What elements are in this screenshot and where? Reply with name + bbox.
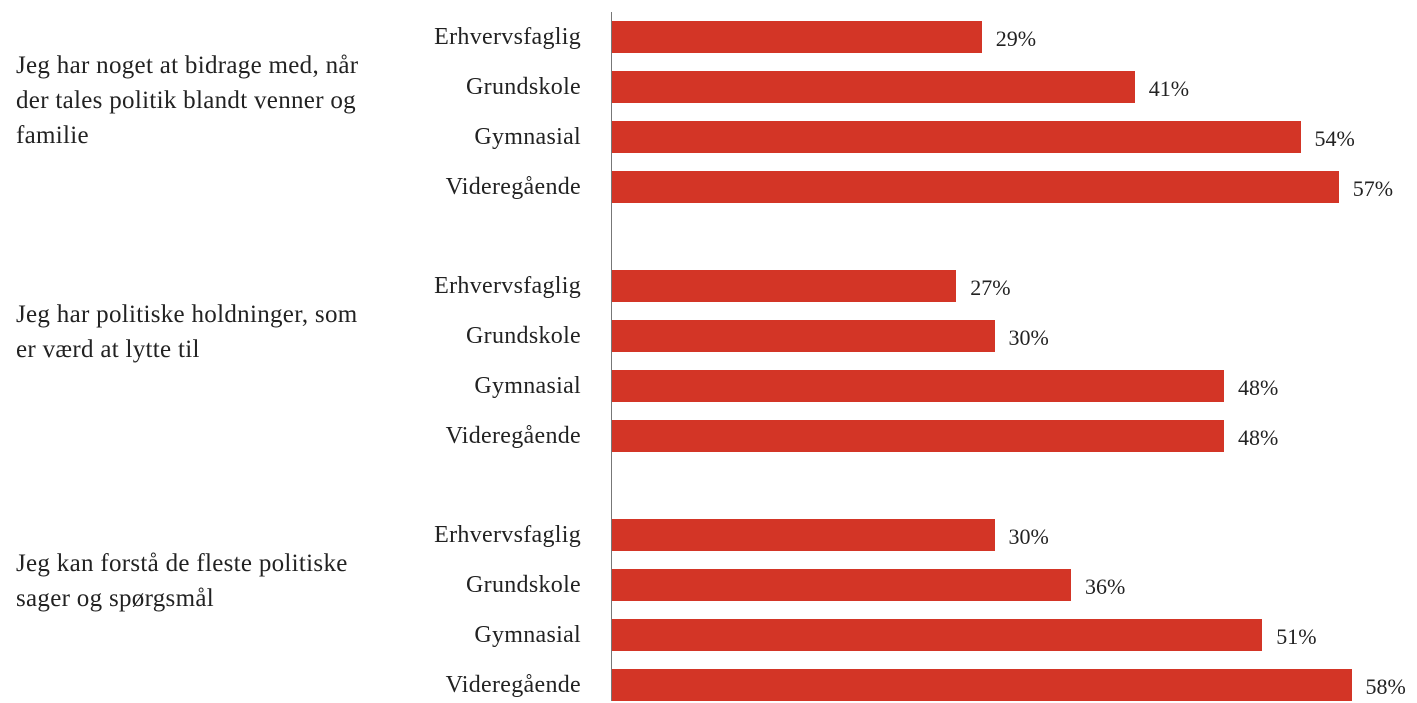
category-label: Gymnasial: [474, 622, 581, 648]
bar: [612, 270, 957, 302]
category-label: Videregående: [445, 672, 581, 698]
category-label: Grundskole: [466, 572, 581, 598]
category-label: Erhvervsfaglig: [434, 24, 581, 50]
value-label: 54%: [1314, 126, 1355, 151]
group-label: Jeg har politiske holdninger, som er vær…: [16, 301, 358, 363]
value-label: 48%: [1238, 375, 1279, 400]
category-label: Erhvervsfaglig: [434, 273, 581, 299]
category-label: Videregående: [445, 174, 581, 200]
bar: [612, 420, 1224, 452]
bar: [612, 320, 995, 352]
bar: [612, 669, 1352, 701]
axis-line: [611, 12, 612, 701]
bar: [612, 619, 1263, 651]
value-label: 51%: [1276, 624, 1317, 649]
group-label: Jeg kan forstå de fleste politiske sager…: [16, 550, 348, 612]
bar: [612, 121, 1301, 153]
category-label: Videregående: [445, 423, 581, 449]
value-label: 57%: [1352, 176, 1394, 201]
value-label: 30%: [1008, 325, 1049, 350]
value-label: 30%: [1008, 524, 1049, 549]
category-label: Grundskole: [466, 74, 581, 100]
bar: [612, 370, 1224, 402]
value-label: 48%: [1238, 425, 1279, 450]
bar: [612, 569, 1071, 601]
value-label: 36%: [1085, 574, 1126, 599]
category-label: Gymnasial: [474, 124, 581, 150]
group-label: Jeg har noget at bidrage med, når der ta…: [16, 52, 359, 149]
category-label: Erhvervsfaglig: [434, 522, 581, 548]
value-label: 29%: [995, 26, 1037, 51]
category-label: Grundskole: [466, 323, 581, 349]
value-label: 41%: [1148, 76, 1190, 101]
value-label: 58%: [1365, 674, 1406, 699]
bar: [612, 171, 1339, 203]
bar: [612, 519, 995, 551]
bar: [612, 71, 1135, 103]
bar: [612, 21, 982, 53]
value-label: 27%: [970, 275, 1011, 300]
category-label: Gymnasial: [474, 373, 581, 399]
